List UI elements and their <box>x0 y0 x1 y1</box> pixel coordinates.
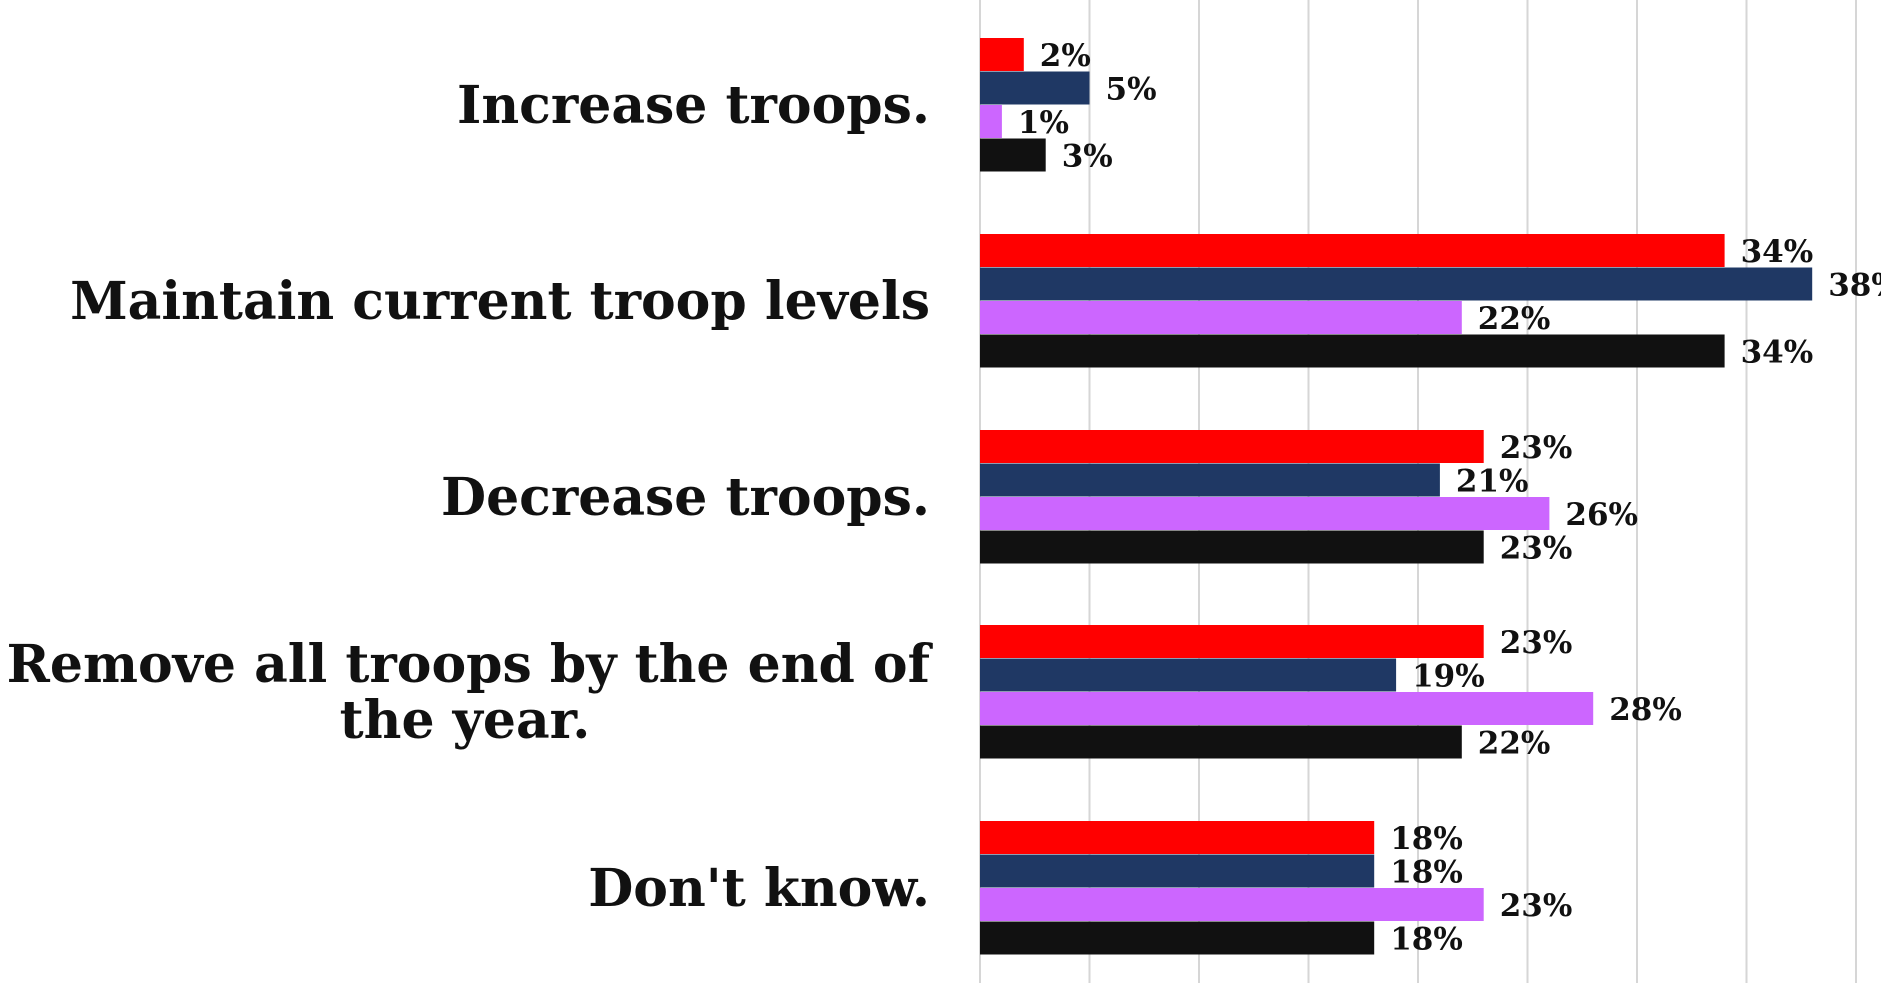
bar <box>980 497 1550 530</box>
data-label: 1% <box>1018 105 1069 141</box>
data-label: 22% <box>1478 725 1551 761</box>
bar <box>980 430 1484 463</box>
data-label: 34% <box>1741 234 1814 270</box>
bar <box>980 38 1024 71</box>
data-label: 26% <box>1565 497 1638 533</box>
data-label: 28% <box>1609 692 1682 728</box>
data-label: 38% <box>1828 267 1881 303</box>
bar <box>980 921 1375 955</box>
category-label: Decrease troops. <box>441 467 930 528</box>
data-label: 18% <box>1390 854 1463 890</box>
category-label: Increase troops. <box>457 75 930 136</box>
bar <box>980 530 1484 564</box>
category-labels: Increase troops. Maintain current troop l… <box>7 75 934 919</box>
bar <box>980 267 1813 301</box>
bar <box>980 463 1440 497</box>
bar <box>980 692 1594 725</box>
data-labels: 2%5%1%3%34%38%22%34%23%21%26%23%23%19%28… <box>1018 38 1881 958</box>
bar <box>980 234 1725 267</box>
bar <box>980 725 1462 759</box>
category-label: the year. <box>340 690 591 751</box>
data-label: 22% <box>1478 301 1551 337</box>
data-label: 23% <box>1500 530 1573 566</box>
bar <box>980 888 1484 921</box>
category-label: Don't know. <box>588 858 930 919</box>
data-label: 23% <box>1500 430 1573 466</box>
data-label: 2% <box>1040 38 1091 74</box>
category-label: Remove all troops by the end of <box>7 634 934 695</box>
bar <box>980 625 1484 658</box>
data-label: 34% <box>1741 334 1814 370</box>
data-label: 3% <box>1062 138 1113 174</box>
bar <box>980 334 1725 368</box>
data-label: 18% <box>1390 921 1463 957</box>
data-label: 18% <box>1390 821 1463 857</box>
category-label: Maintain current troop levels <box>70 271 930 332</box>
data-label: 19% <box>1412 658 1485 694</box>
bars <box>980 38 1813 955</box>
bar <box>980 854 1375 888</box>
bar <box>980 138 1046 172</box>
bar <box>980 821 1375 854</box>
bar <box>980 71 1090 105</box>
bar <box>980 301 1462 334</box>
bar <box>980 105 1002 138</box>
data-label: 23% <box>1500 625 1573 661</box>
data-label: 23% <box>1500 888 1573 924</box>
data-label: 5% <box>1106 71 1157 107</box>
bar <box>980 658 1397 692</box>
data-label: 21% <box>1456 463 1529 499</box>
